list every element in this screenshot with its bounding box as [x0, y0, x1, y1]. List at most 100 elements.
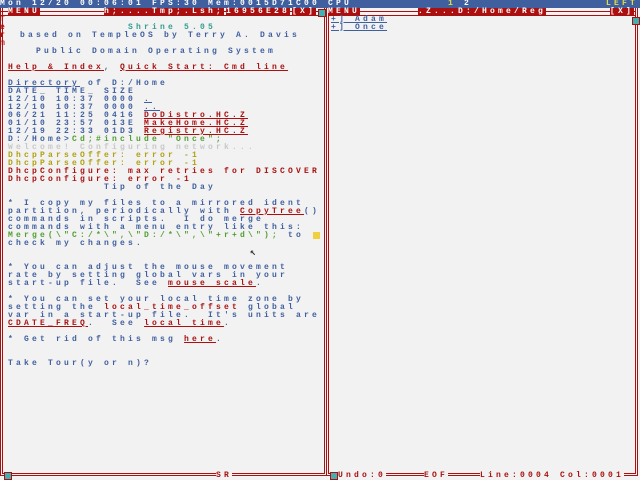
text-segment: Take Tour(y or n)?: [8, 359, 153, 368]
text-segment: Tip of the Day: [104, 183, 217, 192]
undo-count: Undo:0: [338, 471, 387, 480]
side-label-letter: T: [0, 15, 9, 24]
text-segment: DhcpParseOffer: error -1: [8, 151, 201, 160]
text-segment: DhcpParseOffer: error -1: [8, 159, 201, 168]
mouse-button-indicator: LEFT: [606, 0, 639, 8]
link[interactable]: Help & Index: [8, 63, 105, 72]
text-segment: 12/10 10:37 0000: [8, 103, 145, 112]
terminal-line: DhcpConfigure: max retries for DISCOVER: [8, 168, 320, 176]
side-label-letter: e: [0, 23, 9, 32]
terminal-line: commands in scripts. I do merge: [8, 216, 264, 224]
link[interactable]: Quick Start: Cmd line: [120, 63, 289, 72]
terminal-line: DhcpParseOffer: error -1: [8, 160, 200, 168]
text-segment: Welcome! Configuring network...: [8, 143, 257, 152]
terminal-line: * Get rid of this msg here.: [8, 336, 224, 344]
side-label-letter: m: [0, 39, 9, 48]
link[interactable]: DoDistro.HC.Z: [144, 111, 249, 120]
text-segment: ,: [104, 63, 121, 72]
link[interactable]: local time: [144, 319, 225, 328]
link[interactable]: mouse scale: [168, 279, 257, 288]
terminal-line: 12/10 10:37 0000 .: [8, 96, 152, 104]
terminal-line: 06/21 11:25 0416 DoDistro.HC.Z: [8, 112, 248, 120]
link[interactable]: .: [144, 95, 153, 104]
text-segment: 12/10 10:37 0000: [8, 95, 145, 104]
text-segment: based on TempleOS by Terry A. Davis: [20, 31, 301, 40]
terminal-line: setting the local_time_offset global: [8, 304, 296, 312]
right-close-button[interactable]: [X]: [610, 7, 635, 16]
text-segment: var in a start-up file. It's units are: [8, 311, 321, 320]
tree-item-adam[interactable]: +] Adam: [331, 15, 388, 24]
link[interactable]: CopyTree: [240, 207, 305, 216]
left-resize-handle[interactable]: [318, 9, 326, 17]
text-segment: .: [216, 335, 225, 344]
text-segment: * You can set your local time zone by: [8, 295, 305, 304]
terminal-line: Welcome! Configuring network...: [8, 144, 256, 152]
right-resize-handle[interactable]: [632, 17, 640, 25]
terminal-line: Directory of D:/Home: [8, 80, 168, 88]
terminal-line: var in a start-up file. It's units are: [8, 312, 320, 320]
text-segment: 06/21 11:25 0416: [8, 111, 145, 120]
left-window-title: h;....Tmp;.Lsh;: [104, 7, 225, 16]
text-segment: DhcpConfigure: error -1: [8, 175, 193, 184]
link[interactable]: Registry.HC.Z: [144, 127, 249, 136]
right-menu-button[interactable]: MENU: [328, 7, 361, 16]
text-segment: Shrine 5.05: [128, 23, 217, 32]
right-window-title: .Z...D:/Home/Reg: [418, 7, 547, 16]
terminal-line: rate by setting global vars in your: [8, 272, 288, 280]
text-segment: to: [280, 231, 313, 240]
link[interactable]: Directory: [8, 79, 81, 88]
status-text: Mon 12/20 00:06:01 FPS:30 Mem:0015D71C00…: [0, 0, 361, 8]
text-segment: rate by setting global vars in your: [8, 271, 289, 280]
text-segment: commands in scripts. I do merge: [8, 215, 265, 224]
text-segment: DhcpConfigure: max retries for DISCOVER: [8, 167, 321, 176]
link[interactable]: here: [184, 335, 217, 344]
terminal-line: Help & Index, Quick Start: Cmd line: [8, 64, 288, 72]
terminal-line: based on TempleOS by Terry A. Davis: [20, 32, 300, 40]
left-menu-button[interactable]: MENU: [8, 7, 41, 16]
link[interactable]: CDATE_FREQ: [8, 319, 89, 328]
text-cursor: [313, 232, 320, 239]
cpu-1-indicator[interactable]: 1: [448, 0, 457, 8]
text-segment: setting the: [8, 303, 105, 312]
system-status-bar: Mon 12/20 00:06:01 FPS:30 Mem:0015D71C00…: [0, 0, 640, 8]
left-task-address: 16956E28: [226, 7, 291, 16]
cpu-2-indicator[interactable]: 2: [464, 0, 473, 8]
terminal-line: DATE_ TIME_ SIZE: [8, 88, 136, 96]
text-segment: global: [240, 303, 297, 312]
cursor-position: Line:0004 Col:0001: [480, 471, 625, 480]
left-scroll-handle[interactable]: [4, 472, 12, 480]
side-label-letter: r: [0, 31, 9, 40]
terminal-line: * I copy my files to a mirrored ident: [8, 200, 304, 208]
link[interactable]: ..: [144, 103, 161, 112]
terminal-line: D:/Home>Cd;#include "Once";: [8, 136, 224, 144]
text-segment: (): [304, 207, 321, 216]
terminal-line: check my changes.: [8, 240, 144, 248]
text-segment: D:/Home>: [8, 135, 73, 144]
terminal-line: partition, periodically with CopyTree(): [8, 208, 320, 216]
terminal-line: start-up file. See mouse scale.: [8, 280, 264, 288]
editor-window[interactable]: [326, 8, 638, 476]
text-segment: start-up file. See: [8, 279, 169, 288]
mouse-pointer-icon: ↖: [250, 248, 257, 259]
terminal-window[interactable]: [0, 8, 327, 476]
link[interactable]: MakeHome.HC.Z: [144, 119, 249, 128]
terminal-line: Shrine 5.05: [128, 24, 216, 32]
text-segment: check my changes.: [8, 239, 145, 248]
left-close-button[interactable]: [X]: [292, 7, 317, 16]
tree-item-once[interactable]: +] Once: [331, 23, 388, 32]
terminal-line: Public Domain Operating System: [36, 48, 276, 56]
text-segment: commands with a menu entry like this:: [8, 223, 305, 232]
terminal-line: DhcpConfigure: error -1: [8, 176, 192, 184]
text-segment: of D:/Home: [80, 79, 169, 88]
left-footer-label: SR: [216, 471, 233, 480]
text-segment: 12/19 22:33 01D3: [8, 127, 145, 136]
terminal-line: commands with a menu entry like this:: [8, 224, 304, 232]
terminal-line: 01/10 23:57 013E MakeHome.HC.Z: [8, 120, 248, 128]
text-segment: .: [224, 319, 233, 328]
text-segment: 01/10 23:57 013E: [8, 119, 145, 128]
text-segment: Cd;#include "Once";: [72, 135, 225, 144]
terminal-line: * You can adjust the mouse movement: [8, 264, 288, 272]
text-segment: Public Domain Operating System: [36, 47, 277, 56]
right-scroll-handle[interactable]: [330, 472, 338, 480]
terminal-line: Merge(\"C:/*\",\"D:/*\",\"+r+d\"); to: [8, 232, 312, 240]
